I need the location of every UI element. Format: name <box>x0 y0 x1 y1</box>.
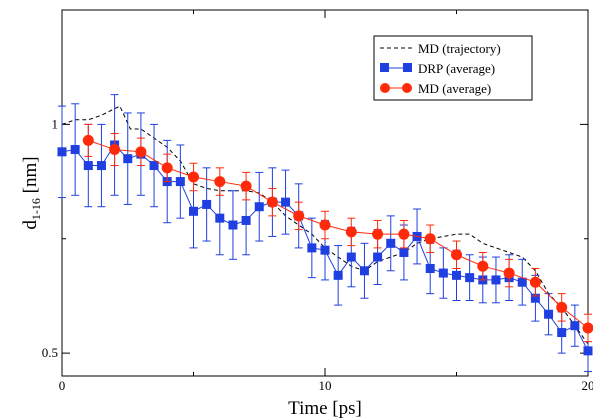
series-drp-point <box>425 263 435 273</box>
legend-entry-md-trajectory: MD (trajectory) <box>380 41 501 56</box>
series-md-average-point <box>556 301 568 313</box>
series-md-average-point <box>266 196 278 208</box>
series-md-average-point <box>109 144 121 156</box>
series-md-average-point <box>319 219 331 231</box>
legend-swatch-drp-marker-left <box>380 63 389 72</box>
series-md-average-point <box>582 322 593 334</box>
series-drp-point <box>57 147 67 157</box>
series-drp-point <box>465 273 475 283</box>
y-axis-label-unit: [nm] <box>20 156 41 198</box>
legend-label-drp-average: DRP (average) <box>418 61 495 76</box>
series-drp-point <box>544 309 554 319</box>
series-drp-point <box>149 161 159 171</box>
legend-label-md-trajectory: MD (trajectory) <box>418 41 501 56</box>
series-drp-point <box>254 202 264 212</box>
series-drp-point <box>320 245 330 255</box>
series-drp-point <box>96 161 106 171</box>
series-md-average-point <box>477 260 489 272</box>
series-drp-point <box>228 220 238 230</box>
legend-entry-md-average: MD (average) <box>380 81 491 96</box>
legend-label-md-average: MD (average) <box>418 81 491 96</box>
series-drp-point <box>438 268 448 278</box>
x-tick-label: 20 <box>582 378 593 393</box>
series-md-average-point <box>214 176 226 188</box>
y-tick-label: 1 <box>52 116 59 131</box>
series-md-average-point <box>240 180 252 192</box>
series-md-average-point <box>503 267 515 279</box>
series-drp-point <box>70 145 80 155</box>
series-drp-point <box>123 154 133 164</box>
series-md-average-point <box>135 146 147 158</box>
series-drp-point <box>583 346 593 356</box>
series-md-average-point <box>82 134 94 146</box>
y-axis-label: d1-16 [nm] <box>20 156 43 229</box>
series-md-average-point <box>424 233 436 245</box>
series-drp-point <box>491 275 501 285</box>
y-tick-label: 0.5 <box>42 345 58 360</box>
x-tick-label: 10 <box>319 378 332 393</box>
series-drp-point <box>175 177 185 187</box>
series-drp-point <box>241 215 251 225</box>
series-drp-point <box>359 266 369 276</box>
series-drp-point <box>83 161 93 171</box>
series-drp-point <box>189 206 198 216</box>
series-drp-point <box>215 213 225 223</box>
y-axis-label-main: d <box>20 220 41 230</box>
series-drp-point <box>346 252 356 262</box>
series-layer <box>57 94 593 372</box>
series-drp-point <box>399 247 409 257</box>
series-drp-point <box>202 199 212 209</box>
series-md-average-point <box>161 162 173 174</box>
series-md-trajectory-line <box>61 105 589 345</box>
x-tick-label: 0 <box>59 378 66 393</box>
series-drp-point <box>307 243 317 253</box>
tick-labels: 0 10 20 0.5 1 <box>42 116 593 393</box>
series-drp-point <box>373 252 383 262</box>
series-drp-point <box>333 270 343 280</box>
legend-entry-drp-average: DRP (average) <box>380 61 495 76</box>
series-md-average-point <box>451 249 462 261</box>
series-md-average-point <box>345 226 357 238</box>
legend: MD (trajectory) DRP (average) MD (averag… <box>373 35 533 101</box>
series-drp-point <box>557 328 567 338</box>
series-md-average-point <box>398 228 410 240</box>
x-axis-label: Time [ps] <box>288 398 362 419</box>
series-drp-point <box>530 293 540 303</box>
legend-swatch-md-marker-right <box>402 83 412 93</box>
series-md-average-point <box>372 228 384 240</box>
series-md-average-point <box>188 171 199 183</box>
y-axis-label-subscript: 1-16 <box>29 198 43 220</box>
series-drp-point <box>452 270 461 280</box>
series-md-average-point <box>293 210 305 222</box>
series-drp-point <box>386 238 396 248</box>
series-drp-point <box>281 197 291 207</box>
legend-swatch-drp-marker-right <box>403 63 412 72</box>
legend-swatch-md-marker-left <box>380 83 390 93</box>
series-md-average-point <box>529 276 541 288</box>
series-drp-point <box>570 321 580 331</box>
series-drp-point <box>517 277 527 287</box>
